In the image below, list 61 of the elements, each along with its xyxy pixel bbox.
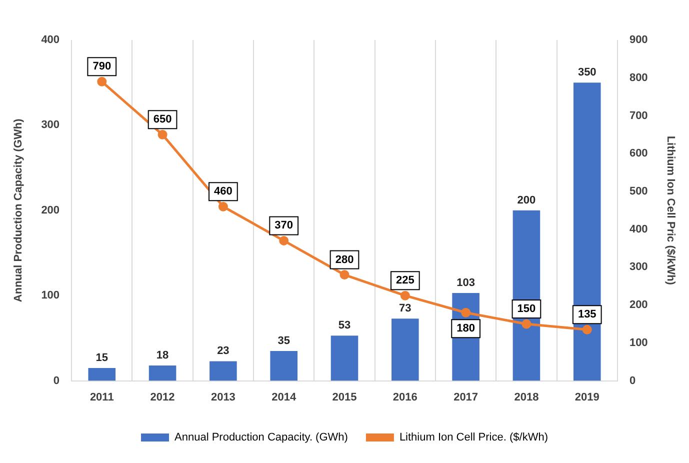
y2-tick-label: 200: [629, 299, 648, 312]
legend-label: Lithium Ion Cell Price. ($/kWh): [399, 432, 548, 444]
point: [522, 319, 532, 329]
bar: [330, 336, 358, 381]
data-label: 200: [517, 194, 536, 206]
data-label: 18: [156, 349, 169, 362]
bar: [148, 365, 176, 381]
data-label: 103: [456, 277, 475, 290]
data-label: 15: [96, 352, 108, 364]
y2-tick-label: 500: [629, 186, 648, 198]
y-tick-label: 300: [41, 119, 60, 132]
bar: [392, 318, 419, 381]
y2-tick-label: 800: [629, 72, 648, 84]
y-tick-label: 0: [53, 374, 60, 387]
data-label: 650: [153, 114, 172, 126]
point: [218, 202, 228, 212]
data-label: 135: [578, 308, 596, 321]
y-tick-label: 100: [41, 290, 60, 302]
y2-tick-label: 100: [629, 336, 648, 349]
bar: [88, 368, 116, 381]
y2-tick-label: 700: [629, 110, 648, 122]
data-label: 280: [335, 254, 354, 266]
point: [400, 290, 410, 300]
x-tick-label: 2014: [272, 391, 297, 404]
x-tick-label: 2018: [514, 391, 539, 404]
y2-tick-label: 300: [629, 261, 648, 274]
bar: [270, 350, 298, 381]
y2-tick-label: 600: [629, 148, 648, 160]
y-axis-title: Annual Production Capacity (GWh): [12, 118, 25, 302]
point: [279, 236, 289, 246]
x-tick-label: 2015: [332, 391, 357, 404]
data-label: 53: [338, 320, 351, 332]
y-tick-label: 400: [41, 34, 60, 46]
point: [158, 130, 168, 140]
point: [340, 270, 350, 280]
legend-label: Annual Production Capacity. (GWh): [174, 432, 348, 444]
y2-tick-label: 0: [629, 374, 636, 387]
data-label: 73: [399, 302, 412, 315]
x-tick-label: 2016: [392, 391, 418, 404]
y2-tick-label: 900: [629, 34, 648, 46]
y2-axis-title: Lithium Ion Cell Pric ($/kWh): [664, 136, 676, 286]
data-label: 180: [456, 322, 475, 335]
data-label: 23: [217, 345, 230, 358]
data-label: 150: [517, 303, 536, 316]
data-label: 225: [396, 274, 414, 287]
y2-tick-label: 400: [629, 223, 648, 236]
x-tick-label: 2011: [90, 391, 114, 404]
bar: [210, 361, 237, 381]
point: [97, 76, 107, 86]
x-tick-label: 2019: [574, 391, 600, 404]
data-label: 370: [274, 220, 294, 232]
data-label: 460: [214, 186, 232, 198]
data-label: 35: [278, 335, 290, 348]
y-tick-label: 200: [41, 204, 60, 216]
data-label: 350: [578, 66, 596, 79]
x-tick-label: 2013: [210, 391, 236, 404]
data-label: 790: [92, 60, 112, 73]
x-tick-label: 2012: [150, 391, 175, 404]
point: [582, 324, 592, 334]
bar: [573, 82, 601, 381]
x-tick-label: 2017: [454, 391, 478, 404]
